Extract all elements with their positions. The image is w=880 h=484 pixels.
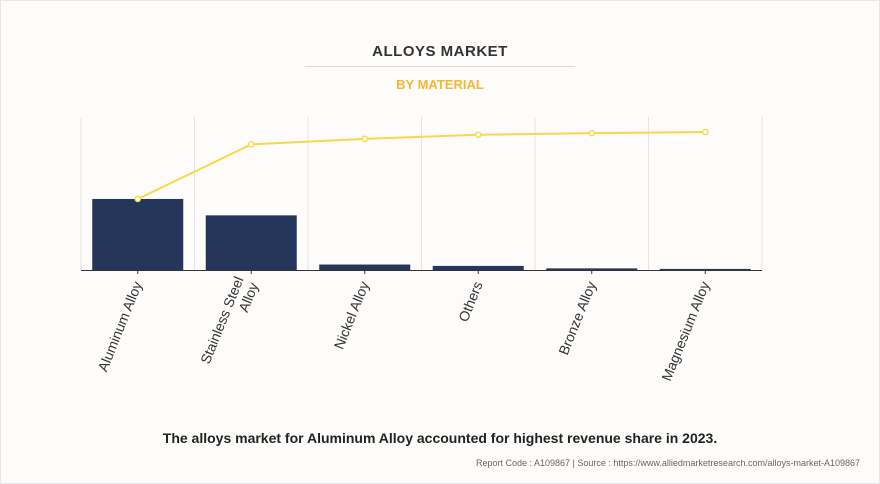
x-tick-label: Magnesium Alloy <box>658 279 712 383</box>
source-note: Report Code : A109867 | Source : https:/… <box>475 458 860 468</box>
bar-4 <box>432 265 524 270</box>
line-point-3 <box>361 135 369 143</box>
bar-6 <box>659 268 751 270</box>
x-tick-label: Bronze Alloy <box>555 279 599 357</box>
x-tick-label: Others <box>455 279 486 324</box>
bar-2 <box>205 215 297 270</box>
bar-3 <box>319 264 411 270</box>
title-divider <box>305 66 575 67</box>
chart-title: ALLOYS MARKET <box>372 43 508 60</box>
chart-caption: The alloys market for Aluminum Alloy acc… <box>162 430 718 446</box>
chart-subtitle: BY MATERIAL <box>396 77 484 92</box>
line-point-6 <box>701 128 709 136</box>
bar-5 <box>546 268 638 270</box>
x-tick-label: Stainless SteelAlloy <box>197 274 261 372</box>
cumulative-line <box>137 131 706 200</box>
line-point-5 <box>588 129 596 137</box>
line-point-1 <box>134 195 142 203</box>
x-tick-label: Aluminum Alloy <box>94 279 145 374</box>
bar-1 <box>92 198 184 270</box>
x-tick-label: Nickel Alloy <box>331 279 373 351</box>
line-point-4 <box>474 131 482 139</box>
line-point-2 <box>247 141 255 148</box>
